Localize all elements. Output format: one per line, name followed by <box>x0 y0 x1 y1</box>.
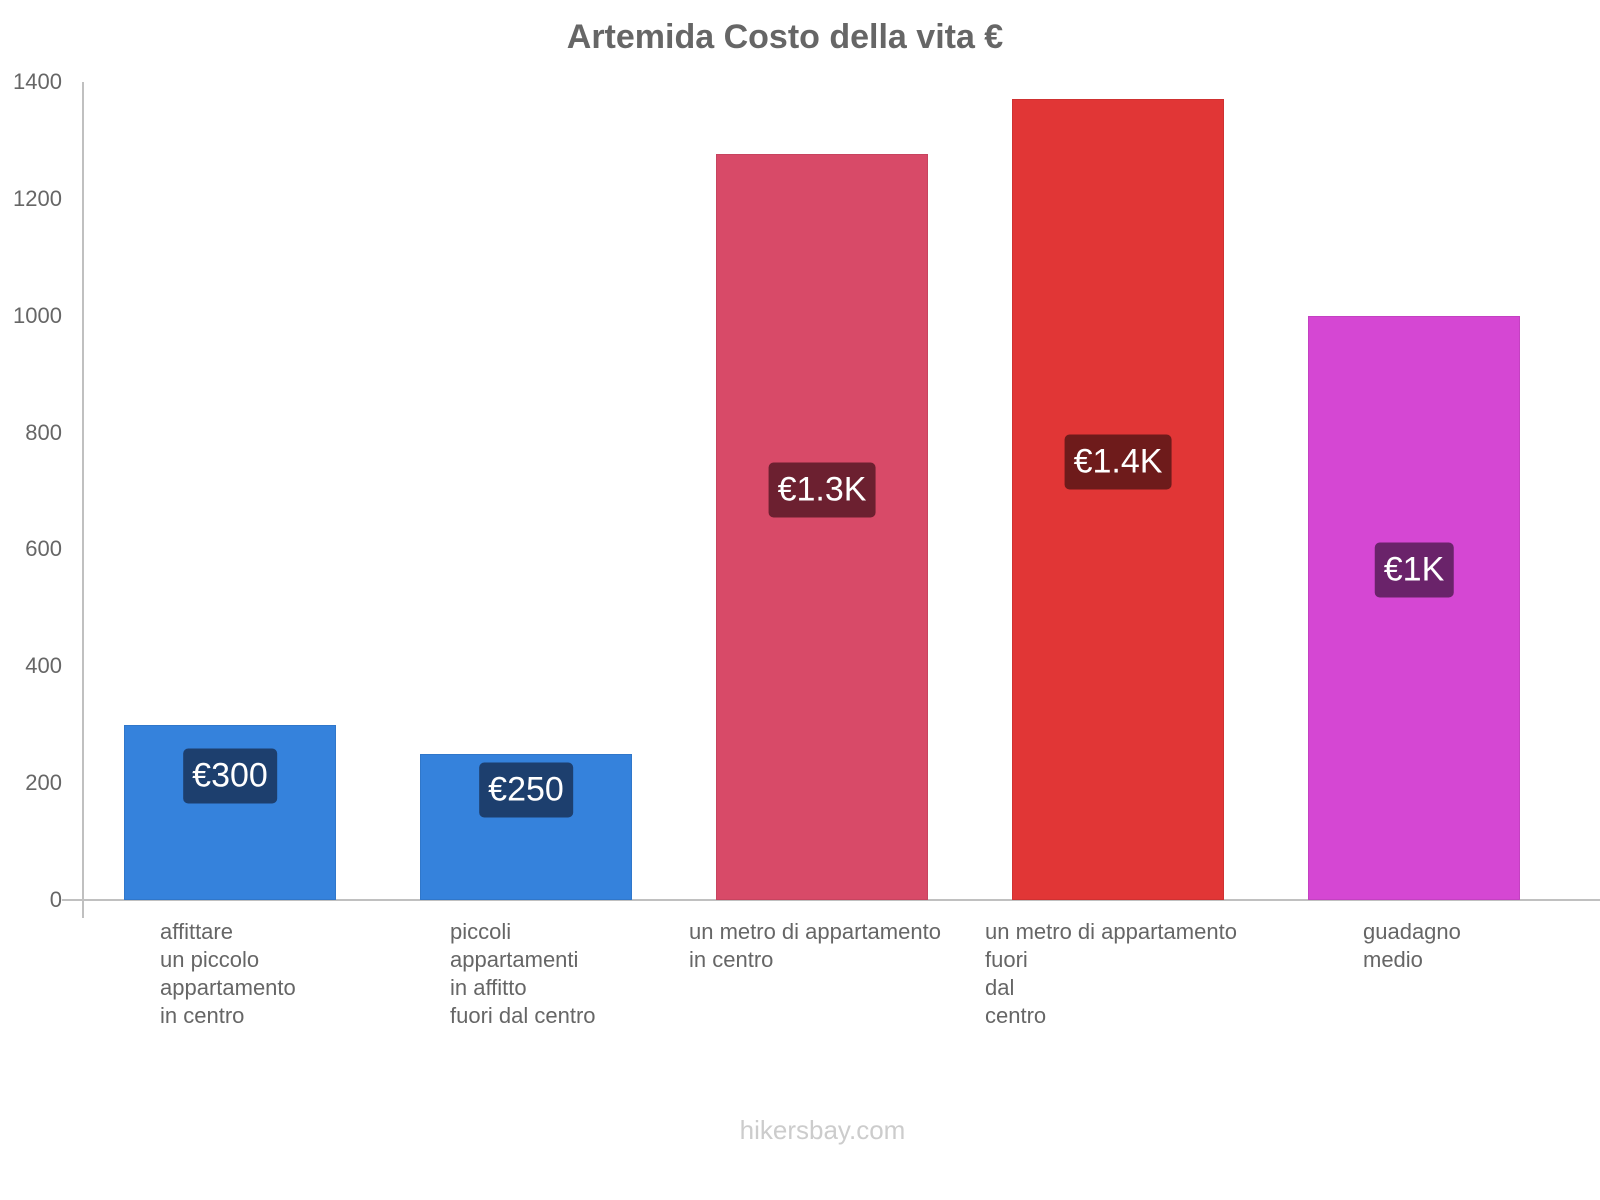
bar-value-label: €1K <box>1374 542 1454 598</box>
footer-watermark: hikersbay.com <box>739 1115 906 1145</box>
x-category-label: guadagno medio <box>1363 919 1461 972</box>
y-tick-label: 1000 <box>13 302 62 328</box>
bar[interactable] <box>1012 98 1224 900</box>
x-category-label: piccoli appartamenti in affitto fuori da… <box>450 919 596 1028</box>
chart-title: Artemida Costo della vita € <box>566 18 1004 56</box>
bar[interactable] <box>716 153 928 900</box>
y-tick-label: 800 <box>25 419 62 445</box>
x-category-label: un metro di appartamento in centro <box>689 919 941 972</box>
y-tick-label: 1400 <box>13 69 62 94</box>
y-tick-label: 600 <box>25 536 62 562</box>
y-tick-label: 400 <box>25 653 62 679</box>
y-axis-line <box>82 82 84 918</box>
bar-value-label: €1.3K <box>768 462 876 518</box>
bar-value-label: €1.4K <box>1064 434 1172 490</box>
x-category-label: un metro di appartamento fuori dal centr… <box>985 919 1237 1028</box>
x-axis-line <box>62 899 1600 901</box>
bar[interactable] <box>1308 315 1520 900</box>
y-tick-label: 200 <box>25 770 62 796</box>
y-tick-label: 1200 <box>13 185 62 211</box>
bar-value-label: €250 <box>479 762 573 818</box>
y-tick-label: 0 <box>49 887 62 912</box>
bar-value-label: €300 <box>183 748 277 804</box>
x-category-label: affittare un piccolo appartamento in cen… <box>160 919 296 1028</box>
